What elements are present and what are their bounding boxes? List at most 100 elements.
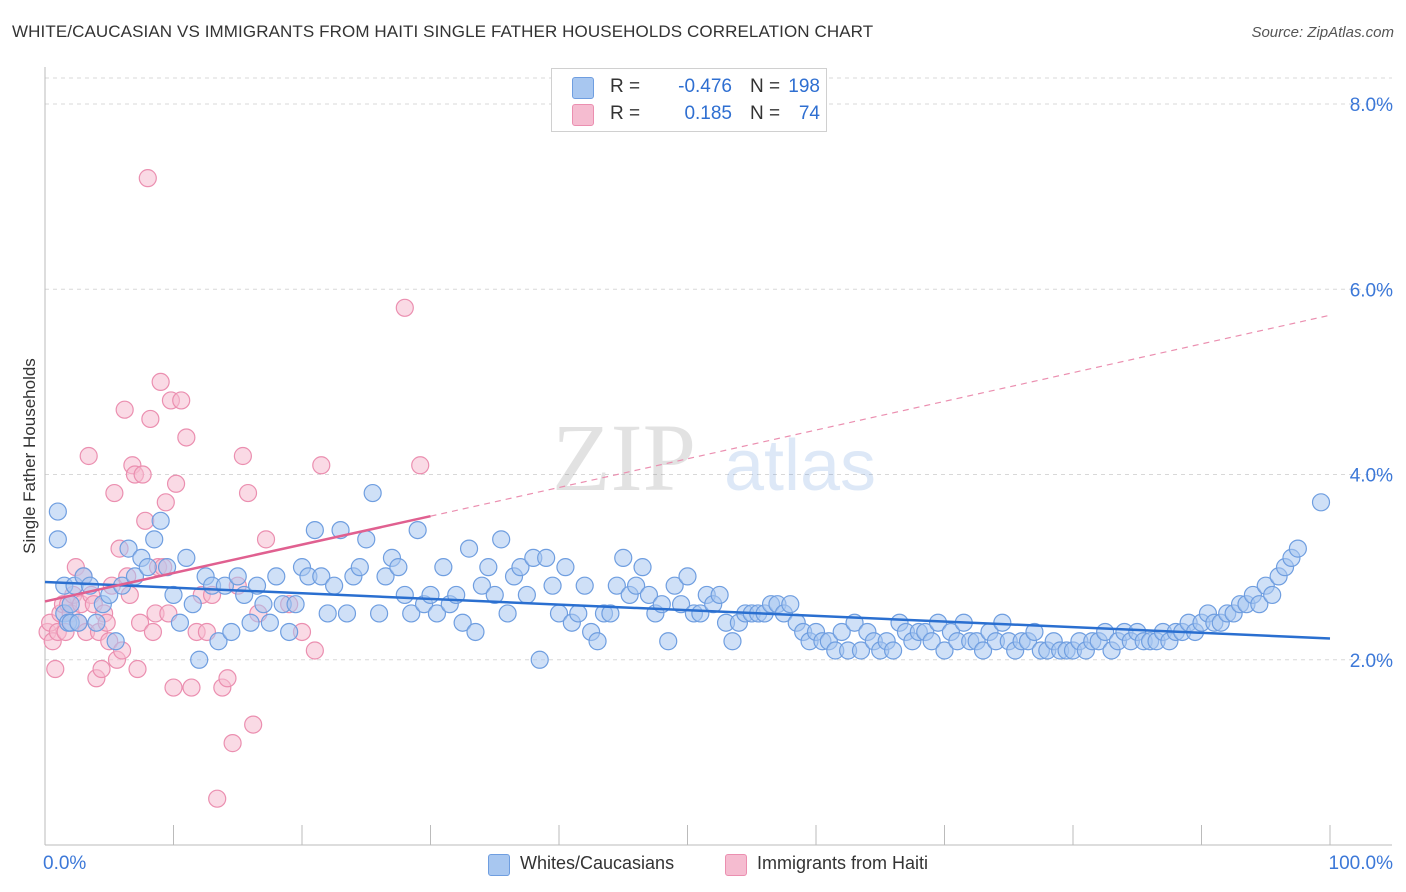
legend-swatch-haiti [572, 104, 594, 126]
whites-point [241, 613, 260, 632]
whites-point [691, 604, 710, 623]
haiti-point [172, 391, 191, 410]
whites-point [254, 595, 273, 614]
whites-point [575, 576, 594, 595]
haiti-point [312, 456, 331, 475]
watermark: ZIP atlas [552, 404, 876, 511]
whites-point [556, 558, 575, 577]
whites-point [530, 650, 549, 669]
whites-point [498, 604, 517, 623]
whites-point [614, 548, 633, 567]
haiti-point [141, 409, 160, 429]
trend-line-haiti [44, 514, 431, 603]
whites-point [639, 585, 659, 605]
whites-point [357, 530, 376, 549]
whites-point [832, 622, 851, 642]
whites-point [1025, 622, 1044, 642]
whites-point [485, 585, 504, 605]
trend-line-whites [44, 580, 1331, 640]
whites-point [222, 622, 241, 642]
whites-point [459, 539, 479, 558]
bottom-legend-swatch-whites [488, 854, 510, 876]
whites-point [177, 548, 196, 567]
haiti-point [305, 641, 324, 660]
whites-point [569, 604, 588, 623]
whites-point [151, 511, 170, 530]
whites-point [402, 604, 421, 623]
whites-point [723, 632, 742, 651]
whites-point [337, 604, 357, 623]
whites-point [710, 585, 729, 605]
legend-n-value: 198 [788, 76, 820, 97]
whites-point [190, 650, 209, 669]
whites-point [312, 567, 331, 586]
whites-point [1250, 595, 1269, 614]
haiti-point [164, 678, 183, 697]
haiti-point [46, 659, 65, 679]
whites-point [318, 604, 337, 623]
whites-point [350, 558, 369, 577]
whites-point [325, 576, 344, 595]
whites-point [370, 604, 389, 623]
chart-title: WHITE/CAUCASIAN VS IMMIGRANTS FROM HAITI… [12, 22, 874, 41]
haiti-point [223, 734, 242, 753]
whites-point [659, 632, 678, 651]
legend-r-label: R = [610, 103, 641, 124]
legend-r-value: 0.185 [684, 103, 732, 124]
whites-point [607, 576, 626, 595]
series-whites-points [48, 483, 1331, 669]
whites-point [267, 567, 286, 586]
whites-point [69, 613, 88, 632]
haiti-point [136, 511, 155, 530]
whites-point [511, 558, 530, 577]
source-label: Source: ZipAtlas.com [1251, 24, 1394, 41]
watermark-zip: ZIP [552, 404, 696, 511]
haiti-point [208, 789, 227, 808]
whites-point [588, 632, 607, 651]
haiti-point [395, 298, 414, 317]
whites-point [260, 613, 279, 632]
haiti-point [143, 622, 163, 642]
whites-point [517, 585, 536, 605]
whites-point [671, 595, 691, 614]
whites-point [183, 595, 202, 614]
whites-point [209, 632, 228, 651]
whites-point [472, 576, 491, 595]
haiti-point [133, 465, 152, 484]
whites-point [781, 595, 800, 614]
haiti-point [138, 169, 157, 188]
whites-point [119, 539, 138, 558]
haiti-point [92, 659, 111, 679]
whites-point [286, 595, 305, 614]
whites-point [851, 641, 871, 660]
watermark-atlas: atlas [724, 426, 876, 506]
haiti-point [244, 715, 263, 734]
haiti-point [177, 428, 196, 447]
whites-point [408, 520, 427, 540]
haiti-point [79, 446, 98, 466]
whites-point [601, 604, 620, 623]
whites-point [434, 558, 453, 577]
whites-point [395, 585, 414, 605]
x-tick-label-0: 0.0% [43, 853, 86, 874]
whites-point [883, 641, 903, 660]
bottom-legend-label-haiti: Immigrants from Haiti [757, 853, 929, 873]
haiti-point [233, 446, 252, 466]
whites-point [145, 530, 164, 549]
y-tick-label-3: 8.0% [1350, 95, 1393, 116]
whites-point [427, 604, 447, 623]
whites-point [678, 567, 697, 586]
whites-point [376, 567, 395, 586]
whites-point [106, 632, 125, 651]
haiti-point [130, 613, 150, 632]
trend-lines [44, 314, 1331, 640]
y-tick-label-1: 4.0% [1350, 466, 1393, 487]
whites-point [922, 632, 941, 651]
whites-point [48, 502, 67, 521]
whites-point [363, 483, 382, 503]
y-tick-label-2: 6.0% [1350, 280, 1393, 301]
legend-r-value: -0.476 [678, 76, 732, 97]
whites-point [935, 641, 954, 660]
haiti-point [128, 659, 147, 679]
legend-n-value: 74 [798, 103, 820, 124]
